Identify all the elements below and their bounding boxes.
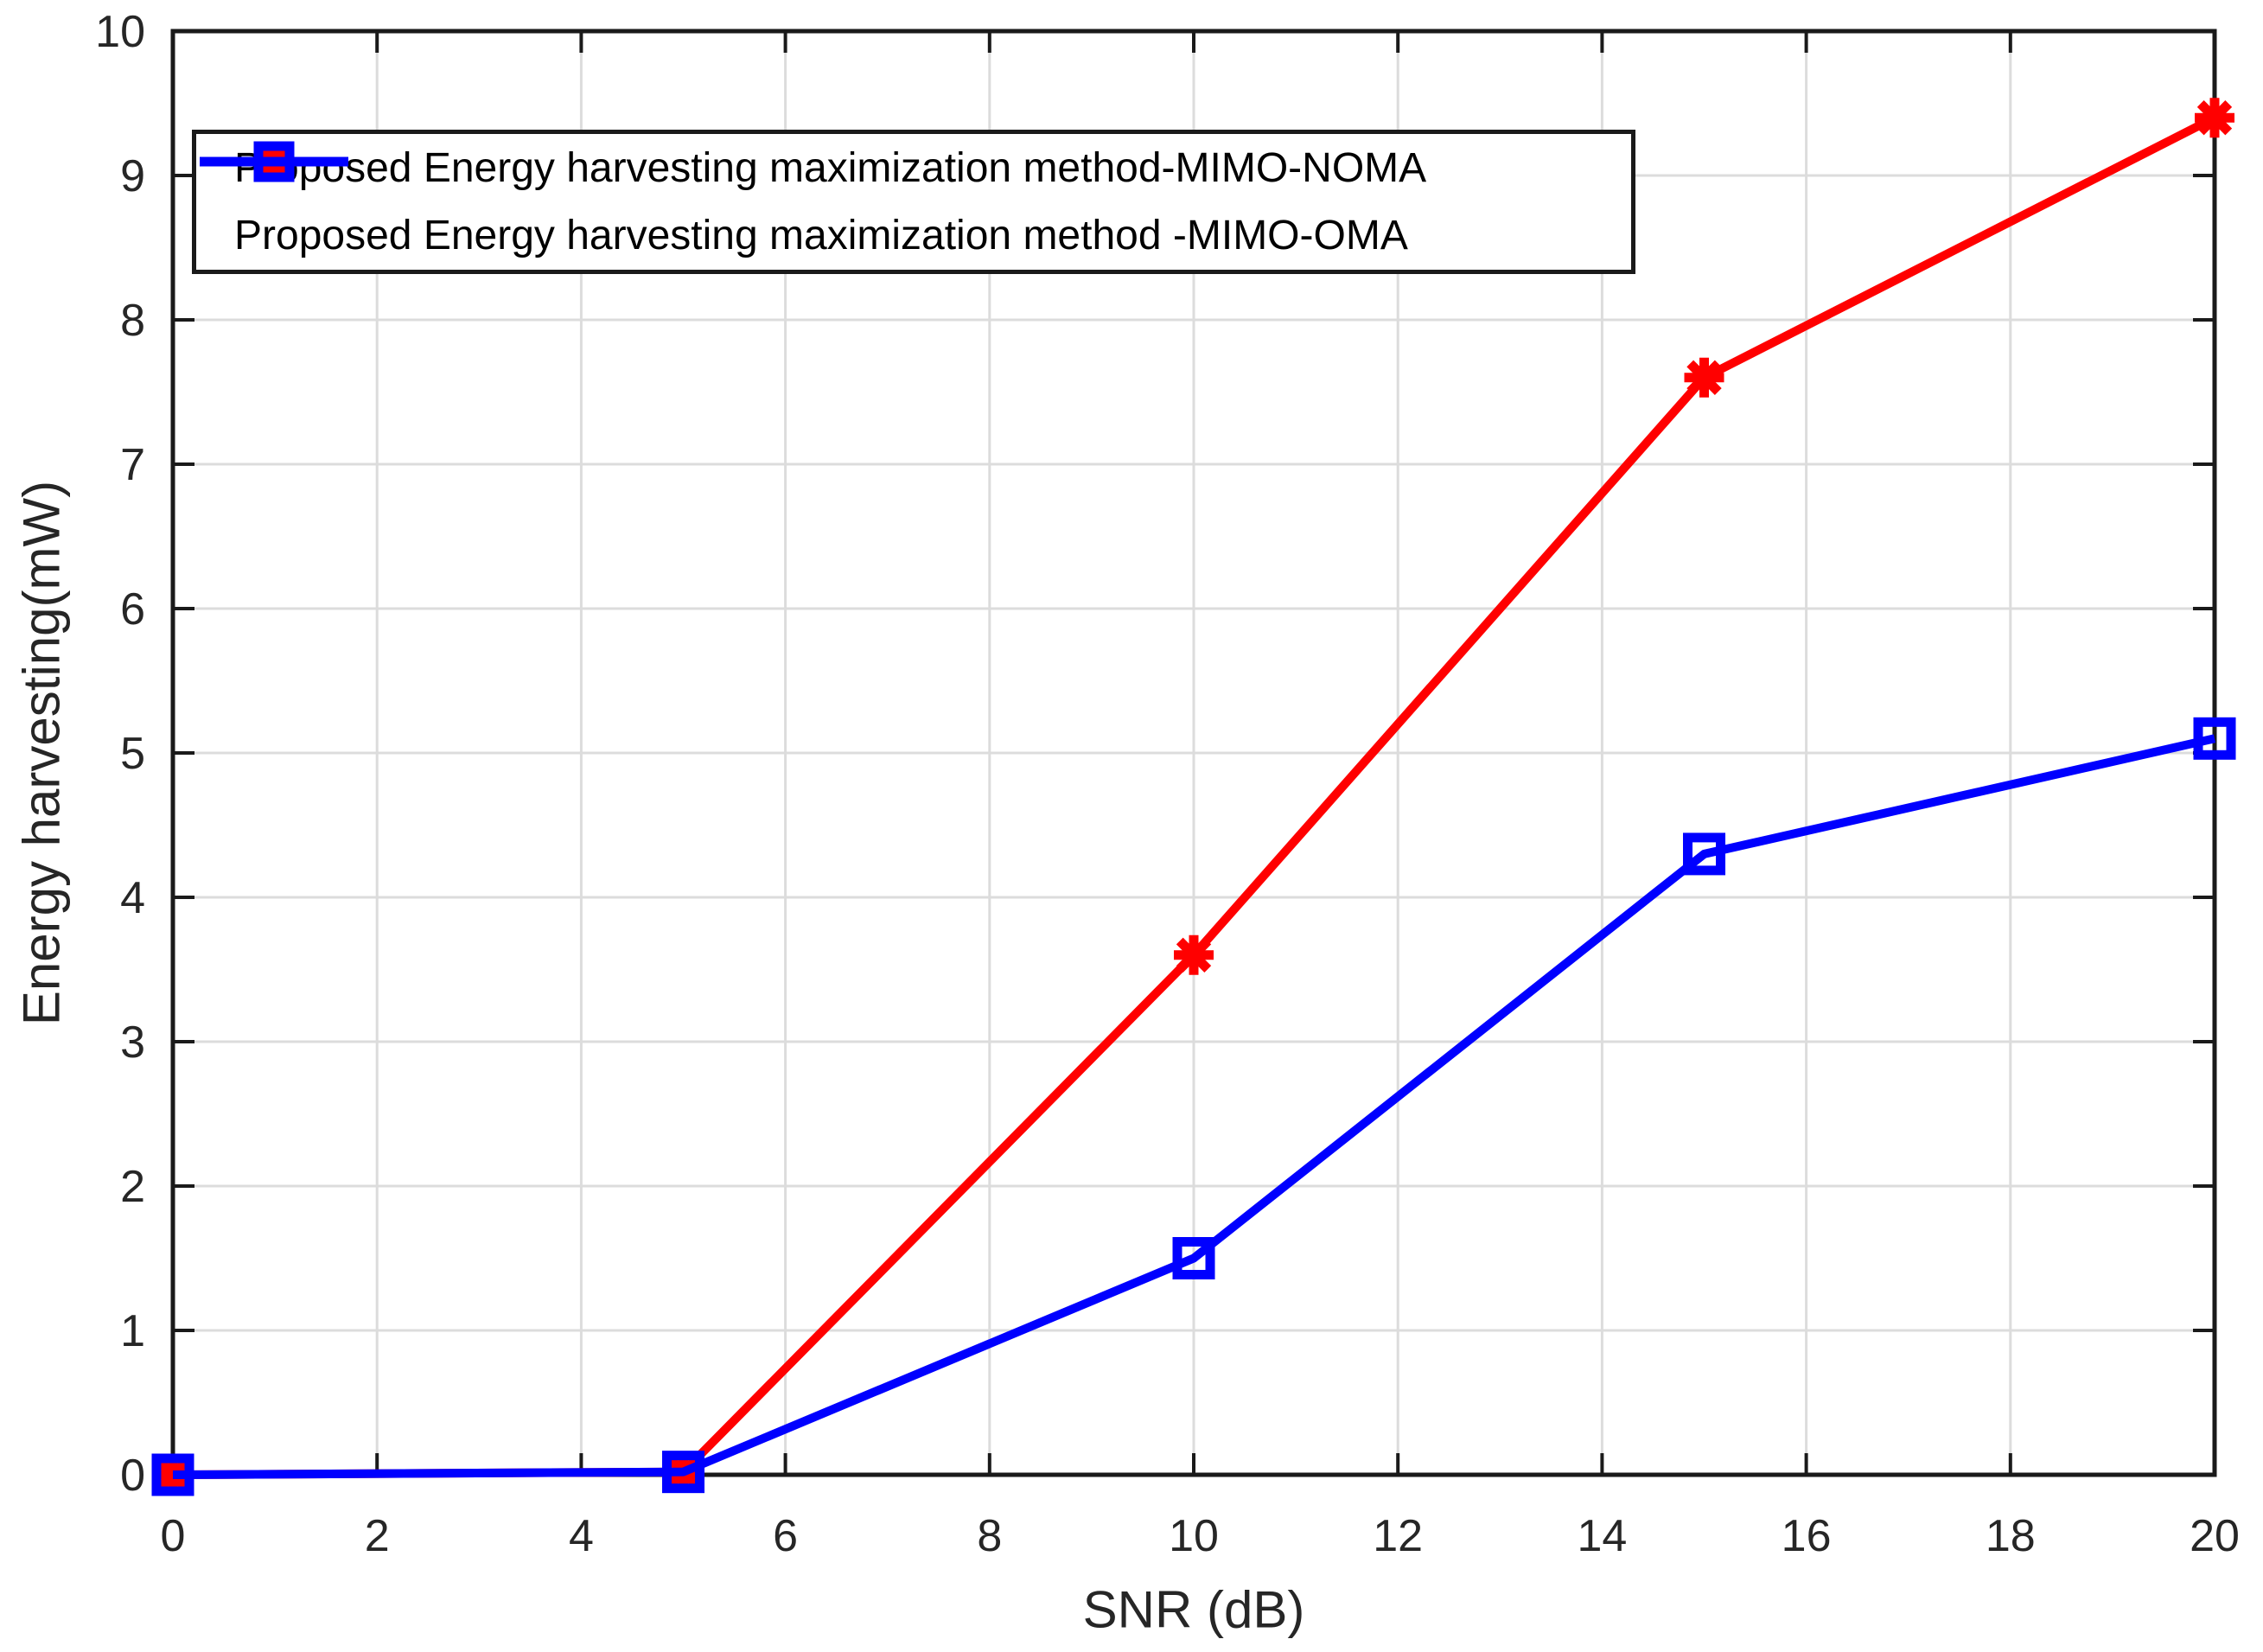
x-tick-label: 12 <box>1373 1511 1423 1561</box>
x-tick-label: 4 <box>569 1511 594 1561</box>
x-axis-label: SNR (dB) <box>1082 1580 1305 1639</box>
y-tick-label: 9 <box>120 151 145 201</box>
data-point-marker-square <box>151 1453 194 1496</box>
y-axis-label: Energy harvesting(mW) <box>12 480 71 1026</box>
x-tick-label: 6 <box>773 1511 798 1561</box>
y-tick-label: 4 <box>120 873 145 923</box>
x-tick-label: 2 <box>365 1511 390 1561</box>
x-tick-label: 14 <box>1577 1511 1627 1561</box>
x-tick-label: 18 <box>1986 1511 2036 1561</box>
data-point-marker-asterisk <box>1686 360 1722 395</box>
y-tick-label: 5 <box>120 729 145 779</box>
data-point-marker-square <box>662 1451 704 1494</box>
legend-marker-square <box>253 141 295 182</box>
x-tick-label: 20 <box>2190 1511 2240 1561</box>
y-tick-label: 10 <box>95 7 145 57</box>
legend-item-mimo-noma: Proposed Energy harvesting maximization … <box>196 134 1631 202</box>
legend-item-mimo-oma: Proposed Energy harvesting maximization … <box>196 141 1631 271</box>
x-tick-label: 10 <box>1169 1511 1219 1561</box>
legend-label-mimo-oma: Proposed Energy harvesting maximization … <box>234 213 1408 259</box>
legend: Proposed Energy harvesting maximization … <box>192 130 1635 274</box>
data-point-marker-asterisk <box>1176 937 1212 973</box>
x-tick-label: 8 <box>977 1511 1002 1561</box>
x-tick-label: 0 <box>161 1511 186 1561</box>
y-tick-label: 3 <box>120 1017 145 1068</box>
data-point-marker-asterisk <box>2196 100 2233 136</box>
data-point-marker-square <box>1683 832 1725 876</box>
y-tick-label: 0 <box>120 1451 145 1501</box>
series-line-1 <box>172 734 2216 1479</box>
data-point-marker-square <box>2193 717 2236 760</box>
data-point-marker-square <box>1172 1237 1215 1279</box>
legend-square-marker-icon <box>200 141 348 182</box>
y-tick-label: 8 <box>120 296 145 346</box>
y-tick-label: 2 <box>120 1162 145 1212</box>
y-tick-label: 7 <box>120 440 145 490</box>
y-tick-label: 6 <box>120 584 145 635</box>
x-tick-label: 16 <box>1782 1511 1832 1561</box>
y-tick-label: 1 <box>120 1306 145 1356</box>
legend-label-mimo-noma: Proposed Energy harvesting maximization … <box>234 144 1427 191</box>
